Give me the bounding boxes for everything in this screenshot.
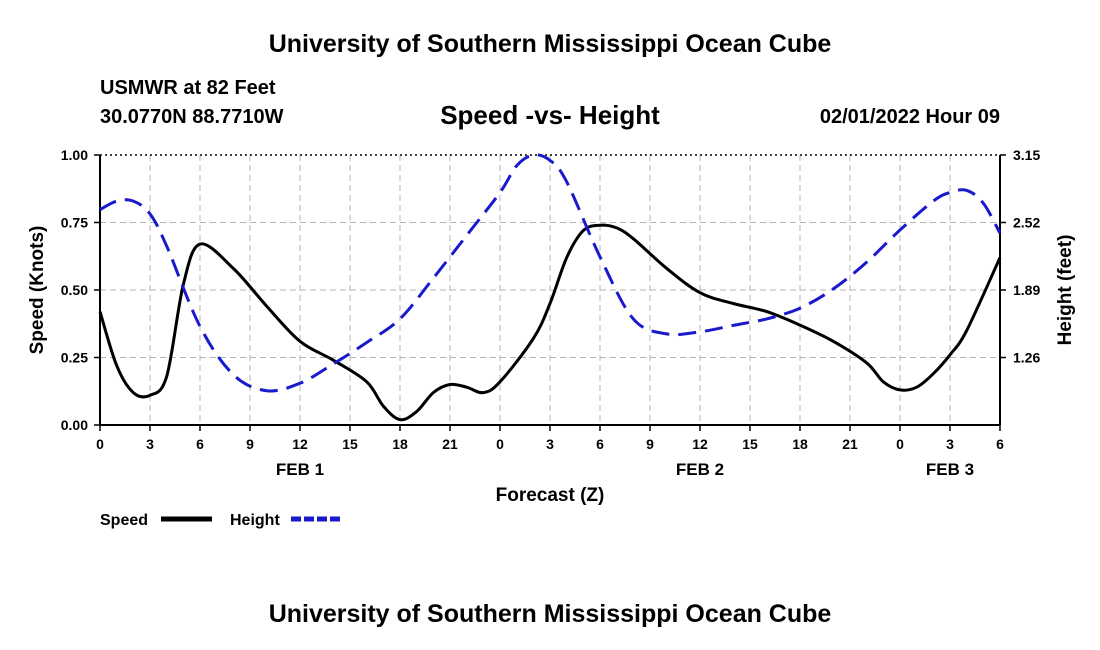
x-tick-label: 6 <box>596 436 604 452</box>
x-tick-label: 0 <box>496 436 504 452</box>
y2-tick-label: 3.15 <box>1013 147 1040 163</box>
series-line-speed <box>98 223 1002 422</box>
x-tick-label: 6 <box>996 436 1004 452</box>
x-tick-label: 15 <box>342 436 358 452</box>
day-label: FEB 3 <box>926 460 974 479</box>
x-tick-label: 9 <box>246 436 254 452</box>
x-tick-label: 6 <box>196 436 204 452</box>
footer-title: University of Southern Mississippi Ocean… <box>268 600 832 628</box>
x-tick-label: 3 <box>146 436 154 452</box>
y-tick-label: 0.25 <box>61 350 88 366</box>
series-line-height <box>99 153 1002 393</box>
y-tick-label: 0.50 <box>61 282 88 298</box>
x-tick-label: 21 <box>842 436 858 452</box>
chart-subtitle: Speed -vs- Height <box>440 100 660 130</box>
station-coordinates: 30.0770N 88.7710W <box>100 106 284 128</box>
y-tick-label: 0.75 <box>61 215 88 231</box>
y2-tick-label: 2.52 <box>1013 215 1040 231</box>
day-label: FEB 1 <box>276 460 324 479</box>
x-tick-label: 21 <box>442 436 458 452</box>
x-tick-label: 9 <box>646 436 654 452</box>
station-label: USMWR at 82 Feet <box>100 77 276 99</box>
legend-label-height: Height <box>230 512 280 529</box>
x-tick-label: 18 <box>792 436 808 452</box>
y2-tick-label: 1.89 <box>1013 282 1040 298</box>
y-axis-title: Speed (Knots) <box>27 226 48 355</box>
x-tick-label: 3 <box>946 436 954 452</box>
x-tick-label: 0 <box>896 436 904 452</box>
day-label: FEB 2 <box>676 460 724 479</box>
legend-label-speed: Speed <box>100 512 148 529</box>
page-title: University of Southern Mississippi Ocean… <box>268 30 832 58</box>
forecast-datestamp: 02/01/2022 Hour 09 <box>819 106 1000 128</box>
y2-tick-label: 1.26 <box>1013 350 1040 366</box>
x-tick-label: 18 <box>392 436 408 452</box>
x-tick-label: 15 <box>742 436 758 452</box>
x-tick-label: 3 <box>546 436 554 452</box>
y2-axis-title: Height (feet) <box>1055 235 1076 346</box>
x-axis-title: Forecast (Z) <box>496 485 605 506</box>
y-tick-label: 1.00 <box>61 147 88 163</box>
x-tick-label: 12 <box>692 436 708 452</box>
x-tick-label: 12 <box>292 436 308 452</box>
y-tick-label: 0.00 <box>61 417 88 433</box>
x-tick-label: 0 <box>96 436 104 452</box>
